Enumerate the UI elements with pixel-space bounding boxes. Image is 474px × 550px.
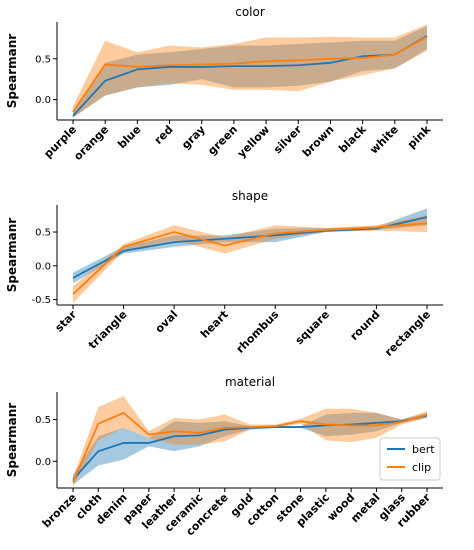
x-tick-label-1-4: rhombus	[234, 308, 282, 356]
confidence-band-clip-2	[73, 396, 427, 487]
x-tick-label-0-2: blue	[115, 123, 143, 151]
series-line-clip-1	[72, 222, 428, 295]
confidence-band-bert-1	[73, 208, 427, 284]
x-tick-label-0-9: black	[336, 122, 369, 155]
y-tick-label-0-0: 0.0	[35, 95, 51, 106]
x-tick-label-0-11: pink	[405, 122, 434, 151]
confidence-band-clip-1	[73, 215, 427, 303]
y-axis-label-0: Spearmanr	[5, 34, 19, 109]
legend-label-bert: bert	[412, 443, 435, 456]
y-tick-label-2-0: 0.0	[35, 457, 51, 468]
legend-label-clip: clip	[412, 461, 431, 474]
x-tick-label-0-8: brown	[300, 123, 337, 160]
y-tick-label-1-1: 0.0	[35, 261, 51, 272]
legend: bert clip	[379, 437, 441, 481]
series-line-bert-1	[72, 216, 428, 279]
chart-title-1: shape	[232, 189, 268, 203]
confidence-band-bert-2	[73, 412, 427, 485]
x-tick-label-0-1: orange	[71, 123, 111, 163]
x-tick-label-0-10: white	[367, 123, 401, 157]
series-line-bert-0	[72, 35, 428, 117]
x-tick-label-0-4: gray	[179, 123, 208, 152]
x-tick-label-0-3: red	[152, 123, 176, 147]
x-tick-label-1-0: star	[52, 308, 79, 335]
y-axis-label-1: Spearmanr	[5, 218, 19, 293]
x-tick-label-2-0: bronze	[40, 491, 79, 530]
chart-title-2: material	[225, 375, 275, 389]
confidence-band-clip-0	[73, 24, 427, 118]
x-tick-label-1-6: round	[348, 308, 383, 343]
series-line-clip-0	[72, 35, 428, 113]
x-tick-label-0-6: yellow	[235, 123, 272, 160]
x-tick-label-2-12: metal	[348, 491, 382, 525]
y-axis-label-2: Spearmanr	[5, 403, 19, 478]
confidence-band-bert-0	[73, 26, 427, 118]
x-tick-label-1-5: square	[293, 308, 332, 347]
x-tick-label-1-1: triangle	[86, 308, 130, 352]
y-tick-label-0-1: 0.5	[35, 54, 51, 65]
y-tick-label-1-0: -0.5	[31, 295, 51, 306]
chart-title-0: color	[235, 5, 265, 19]
x-tick-label-1-3: heart	[198, 308, 231, 341]
y-tick-label-1-2: 0.5	[35, 228, 51, 239]
x-tick-label-1-7: rectangle	[382, 308, 433, 359]
x-tick-label-1-2: oval	[153, 308, 181, 336]
y-tick-label-2-1: 0.5	[35, 415, 51, 426]
